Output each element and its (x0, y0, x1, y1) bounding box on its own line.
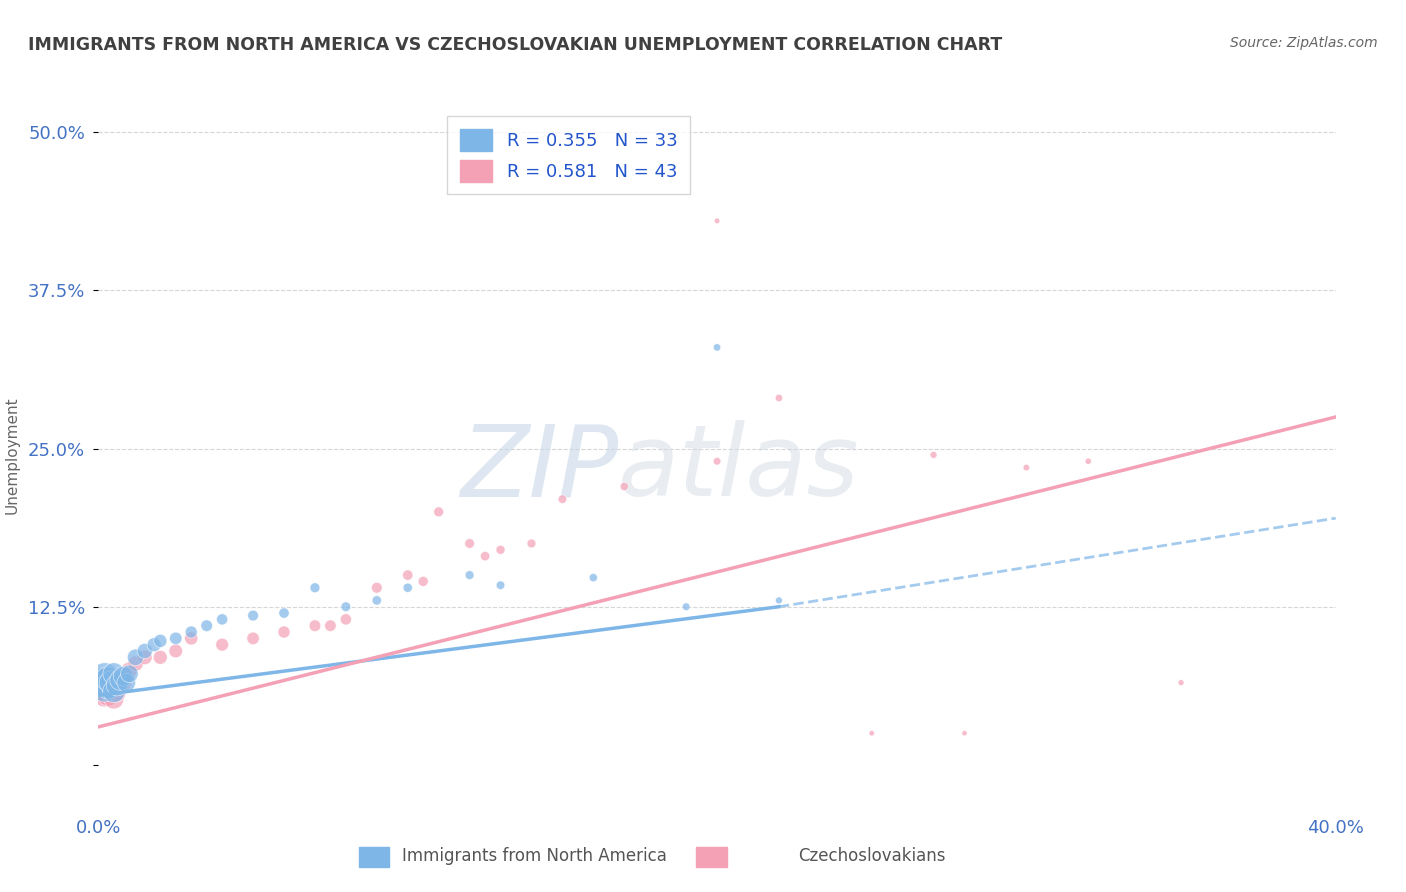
Point (396, 568, 419, 582)
Point (458, 536, 481, 550)
Point (105, 678, 128, 692)
Point (1077, 454, 1099, 468)
Point (97, 688, 120, 702)
Point (427, 505, 450, 519)
Point (112, 675, 135, 690)
Text: Source: ZipAtlas.com: Source: ZipAtlas.com (1230, 36, 1378, 50)
Point (100, 675, 122, 690)
Point (520, 536, 543, 550)
Point (118, 663, 141, 677)
Point (149, 633, 172, 648)
Point (242, 608, 264, 623)
Point (860, 726, 883, 740)
Text: ZIP: ZIP (460, 420, 619, 517)
Point (706, 340, 728, 354)
Point (335, 612, 357, 626)
Point (273, 606, 295, 620)
Point (143, 638, 166, 652)
Point (474, 549, 496, 563)
Point (93, 680, 115, 694)
Point (706, 214, 728, 228)
Point (103, 684, 125, 698)
Point (211, 612, 233, 626)
Point (180, 625, 202, 640)
Point (103, 666, 125, 681)
Point (675, 599, 697, 614)
Text: Immigrants from North America: Immigrants from North America (402, 847, 666, 865)
Point (90, 684, 112, 698)
Point (768, 391, 790, 405)
Point (304, 618, 326, 632)
Point (115, 669, 138, 683)
Point (304, 581, 326, 595)
Point (134, 644, 156, 658)
Point (108, 673, 131, 687)
Point (97, 672, 120, 686)
Point (273, 625, 295, 640)
Point (93, 669, 115, 683)
Point (103, 692, 125, 706)
Point (180, 632, 202, 646)
Point (242, 632, 264, 646)
Point (582, 571, 605, 585)
Point (1015, 460, 1038, 475)
Point (165, 632, 187, 646)
Point (112, 669, 135, 683)
Y-axis label: Unemployment: Unemployment (4, 396, 20, 514)
Text: IMMIGRANTS FROM NORTH AMERICA VS CZECHOSLOVAKIAN UNEMPLOYMENT CORRELATION CHART: IMMIGRANTS FROM NORTH AMERICA VS CZECHOS… (28, 36, 1002, 54)
Point (100, 684, 122, 698)
Point (134, 650, 156, 665)
Point (551, 492, 574, 507)
Point (195, 618, 218, 632)
Point (108, 680, 131, 694)
Point (366, 593, 388, 607)
Point (613, 479, 636, 493)
Point (396, 581, 419, 595)
Point (97, 680, 120, 694)
Point (97, 681, 120, 696)
Point (124, 657, 146, 671)
Point (93, 681, 115, 696)
Point (93, 688, 115, 702)
Point (706, 454, 728, 468)
Point (105, 686, 128, 700)
Point (458, 568, 481, 582)
Point (211, 638, 233, 652)
Point (149, 650, 172, 665)
Point (489, 578, 512, 592)
Point (1170, 675, 1192, 690)
Text: atlas: atlas (619, 420, 859, 517)
Point (768, 593, 790, 607)
Text: Czechoslovakians: Czechoslovakians (799, 847, 945, 865)
Point (489, 542, 512, 557)
Point (412, 574, 434, 589)
Point (953, 726, 976, 740)
Point (115, 675, 138, 690)
Point (103, 675, 125, 690)
Point (335, 599, 357, 614)
Legend: R = 0.355   N = 33, R = 0.581   N = 43: R = 0.355 N = 33, R = 0.581 N = 43 (447, 116, 690, 194)
Point (90, 675, 112, 690)
Point (319, 618, 342, 632)
Point (118, 666, 141, 681)
Point (165, 644, 187, 658)
Point (124, 650, 146, 665)
Point (922, 448, 945, 462)
Point (366, 581, 388, 595)
